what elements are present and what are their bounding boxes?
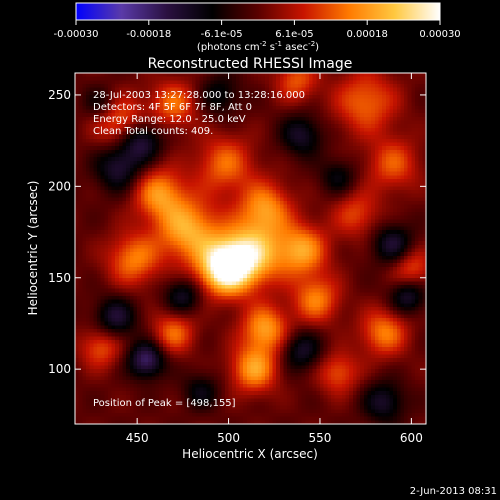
colorbar-tick-label: -6.1e-05: [201, 29, 243, 40]
annotations: 28-Jul-2003 13:27:28.000 to 13:28:16.000…: [93, 90, 305, 137]
annotation-line: Energy Range: 12.0 - 25.0 keV: [93, 114, 246, 125]
x-axis-label: Heliocentric X (arcsec): [182, 447, 318, 461]
x-tick-label: 550: [309, 431, 332, 445]
colorbar: -0.00030 -0.00018 -6.1e-05 6.1e-05 0.00018 0.…: [54, 2, 461, 53]
annotation-line: 28-Jul-2003 13:27:28.000 to 13:28:16.000: [93, 90, 305, 101]
y-axis-label: Heliocentric Y (arcsec): [26, 181, 40, 316]
y-tick-label: 250: [48, 88, 71, 102]
colorbar-tick-label: -0.00018: [126, 29, 171, 40]
x-tick-label: 600: [400, 431, 423, 445]
y-tick-label: 100: [48, 362, 71, 376]
annotation-line: Clean Total counts: 409.: [93, 126, 213, 137]
colorbar-tick-label: -0.00030: [54, 29, 99, 40]
y-axis-ticks: 100 150 200 250: [48, 88, 426, 376]
colorbar-gradient: [75, 2, 441, 21]
colorbar-tick-label: 6.1e-05: [275, 29, 313, 40]
colorbar-tick-label: 0.00018: [347, 29, 388, 40]
y-tick-label: 200: [48, 179, 71, 193]
chart-title: Reconstructed RHESSI Image: [148, 56, 353, 72]
annotation-line: Detectors: 4F 5F 6F 7F 8F, Att 0: [93, 102, 252, 113]
colorbar-unit-label: (photons cm-2 s-1 asec-2): [197, 40, 319, 53]
colorbar-ticks: -0.00030 -0.00018 -6.1e-05 6.1e-05 0.00018 0.…: [54, 20, 461, 40]
colorbar-tick-label: 0.00030: [419, 29, 460, 40]
peak-label: Position of Peak = [498,155]: [93, 398, 236, 409]
footer-date: 2-Jun-2013 08:31: [410, 486, 497, 497]
x-axis-ticks: 450 500 550 600: [126, 73, 423, 445]
heatmap-image: [75, 73, 426, 424]
plot-frame: [74, 72, 427, 425]
x-tick-label: 450: [126, 431, 149, 445]
x-tick-label: 500: [217, 431, 240, 445]
plot-area: 450 500 550 600 100 150 200 250 28-Jul-2003 13…: [48, 72, 427, 445]
y-tick-label: 150: [48, 271, 71, 285]
